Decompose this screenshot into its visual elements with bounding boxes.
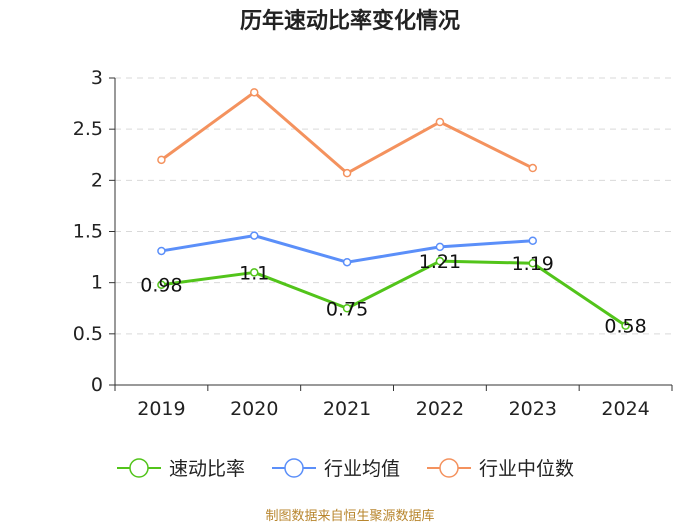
series-1-point[interactable] (342, 257, 352, 267)
legend-marker (284, 458, 304, 478)
series-2-point[interactable] (250, 88, 259, 97)
data-label: 0.58 (604, 316, 646, 338)
data-label: 1.1 (239, 262, 269, 284)
x-tick-label: 2019 (137, 398, 185, 420)
legend[interactable]: 速动比率 行业均值 行业中位数 (117, 458, 574, 480)
grid (115, 77, 672, 335)
x-tick-label: 2024 (601, 398, 649, 420)
y-tick-label: 1 (91, 272, 103, 294)
legend-label: 行业中位数 (479, 458, 574, 480)
legend-item-0[interactable]: 速动比率 (117, 458, 245, 480)
series-0-point[interactable] (528, 258, 537, 268)
series-0-point[interactable] (250, 268, 259, 277)
x-tick-label: 2021 (323, 398, 371, 420)
legend-item-2[interactable]: 行业中位数 (427, 458, 574, 480)
data-label: 1.21 (419, 251, 461, 273)
series-0-point[interactable] (157, 280, 166, 289)
series-0-point[interactable] (435, 256, 445, 266)
series-1-point[interactable] (250, 231, 259, 240)
y-tick-label: 2.5 (73, 118, 103, 140)
legend-item-1[interactable]: 行业均值 (272, 458, 400, 480)
data-labels: 0.98 1.1 0.75 1.21 1.19 0.58 (140, 251, 646, 337)
y-tick-label: 0.5 (73, 323, 103, 345)
legend-label: 行业均值 (324, 458, 400, 480)
data-label: 0.75 (326, 298, 368, 320)
legend-marker (129, 458, 149, 478)
data-label: 1.19 (512, 253, 554, 275)
series-2-point[interactable] (528, 163, 537, 173)
series-1-point[interactable] (435, 242, 445, 252)
x-tick-label: 2022 (416, 398, 464, 420)
x-tick-label: 2020 (230, 398, 278, 420)
y-tick-label: 0 (91, 374, 103, 396)
series-0-point[interactable] (621, 321, 630, 330)
series-2-point[interactable] (342, 168, 352, 178)
chart-title: 历年速动比率变化情况 (240, 8, 460, 34)
series-line-0 (161, 259, 627, 327)
source-note: 制图数据来自恒生聚源数据库 (265, 508, 434, 524)
y-tick-label: 1.5 (73, 221, 103, 243)
x-tick-label: 2023 (509, 398, 557, 420)
y-tick-label: 2 (91, 169, 103, 191)
series-2-point[interactable] (435, 117, 445, 127)
legend-marker (439, 458, 459, 478)
series-2-point[interactable] (157, 155, 166, 165)
series-line-2 (160, 90, 534, 175)
series-lines (157, 88, 630, 330)
series-1-point[interactable] (528, 236, 537, 245)
axes: 0 0.5 1 1.5 2 2.5 3 2019 2020 2021 2022 2023 2024 (73, 67, 673, 420)
series-1-point[interactable] (157, 246, 166, 256)
series-0-point[interactable] (342, 304, 352, 313)
legend-label: 速动比率 (169, 458, 245, 480)
data-label: 0.98 (140, 275, 182, 297)
y-tick-label: 3 (91, 67, 103, 89)
